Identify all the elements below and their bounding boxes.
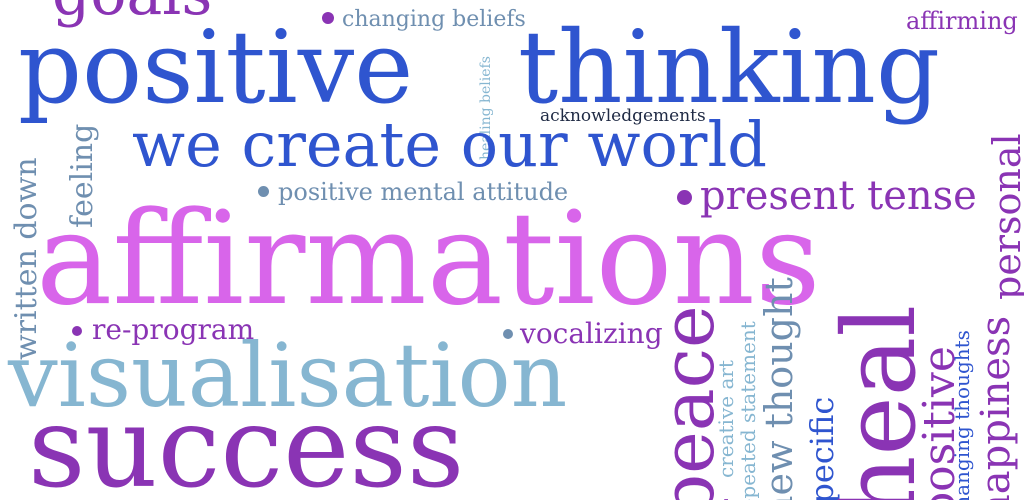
word-vocalizing: vocalizing (520, 317, 663, 350)
word-creative-art: creative art (714, 360, 738, 478)
word-goals: goals (52, 0, 212, 24)
word-repeated-statement: repeated statement (736, 321, 760, 500)
dot (72, 326, 82, 336)
dot (503, 329, 513, 339)
dot (258, 186, 269, 197)
word-affirming: affirming (906, 7, 1018, 35)
word-we-create-our-world: we create our world (132, 108, 767, 181)
word-success: success (28, 383, 465, 500)
word-changing-thoughts: changing thoughts (950, 330, 974, 500)
word-re-program: re-program (92, 313, 255, 346)
word-changing-beliefs: changing beliefs (342, 7, 526, 32)
word-new-thought: new thought (757, 277, 801, 500)
word-affirmations: affirmations (36, 185, 821, 334)
word-happiness: happiness (973, 315, 1019, 500)
word-acknowledgements: acknowledgements (540, 106, 706, 126)
word-personal: personal (985, 133, 1024, 300)
word-positive-mental-attitude: positive mental attitude (278, 178, 569, 206)
word-positive-thinking-1: positive (18, 9, 414, 126)
dot (677, 190, 692, 205)
dot (322, 12, 334, 24)
word-positive-thinking-2: thinking (518, 9, 940, 126)
word-visualisation: visualisation (8, 324, 568, 427)
word-present-tense: present tense (700, 173, 977, 219)
